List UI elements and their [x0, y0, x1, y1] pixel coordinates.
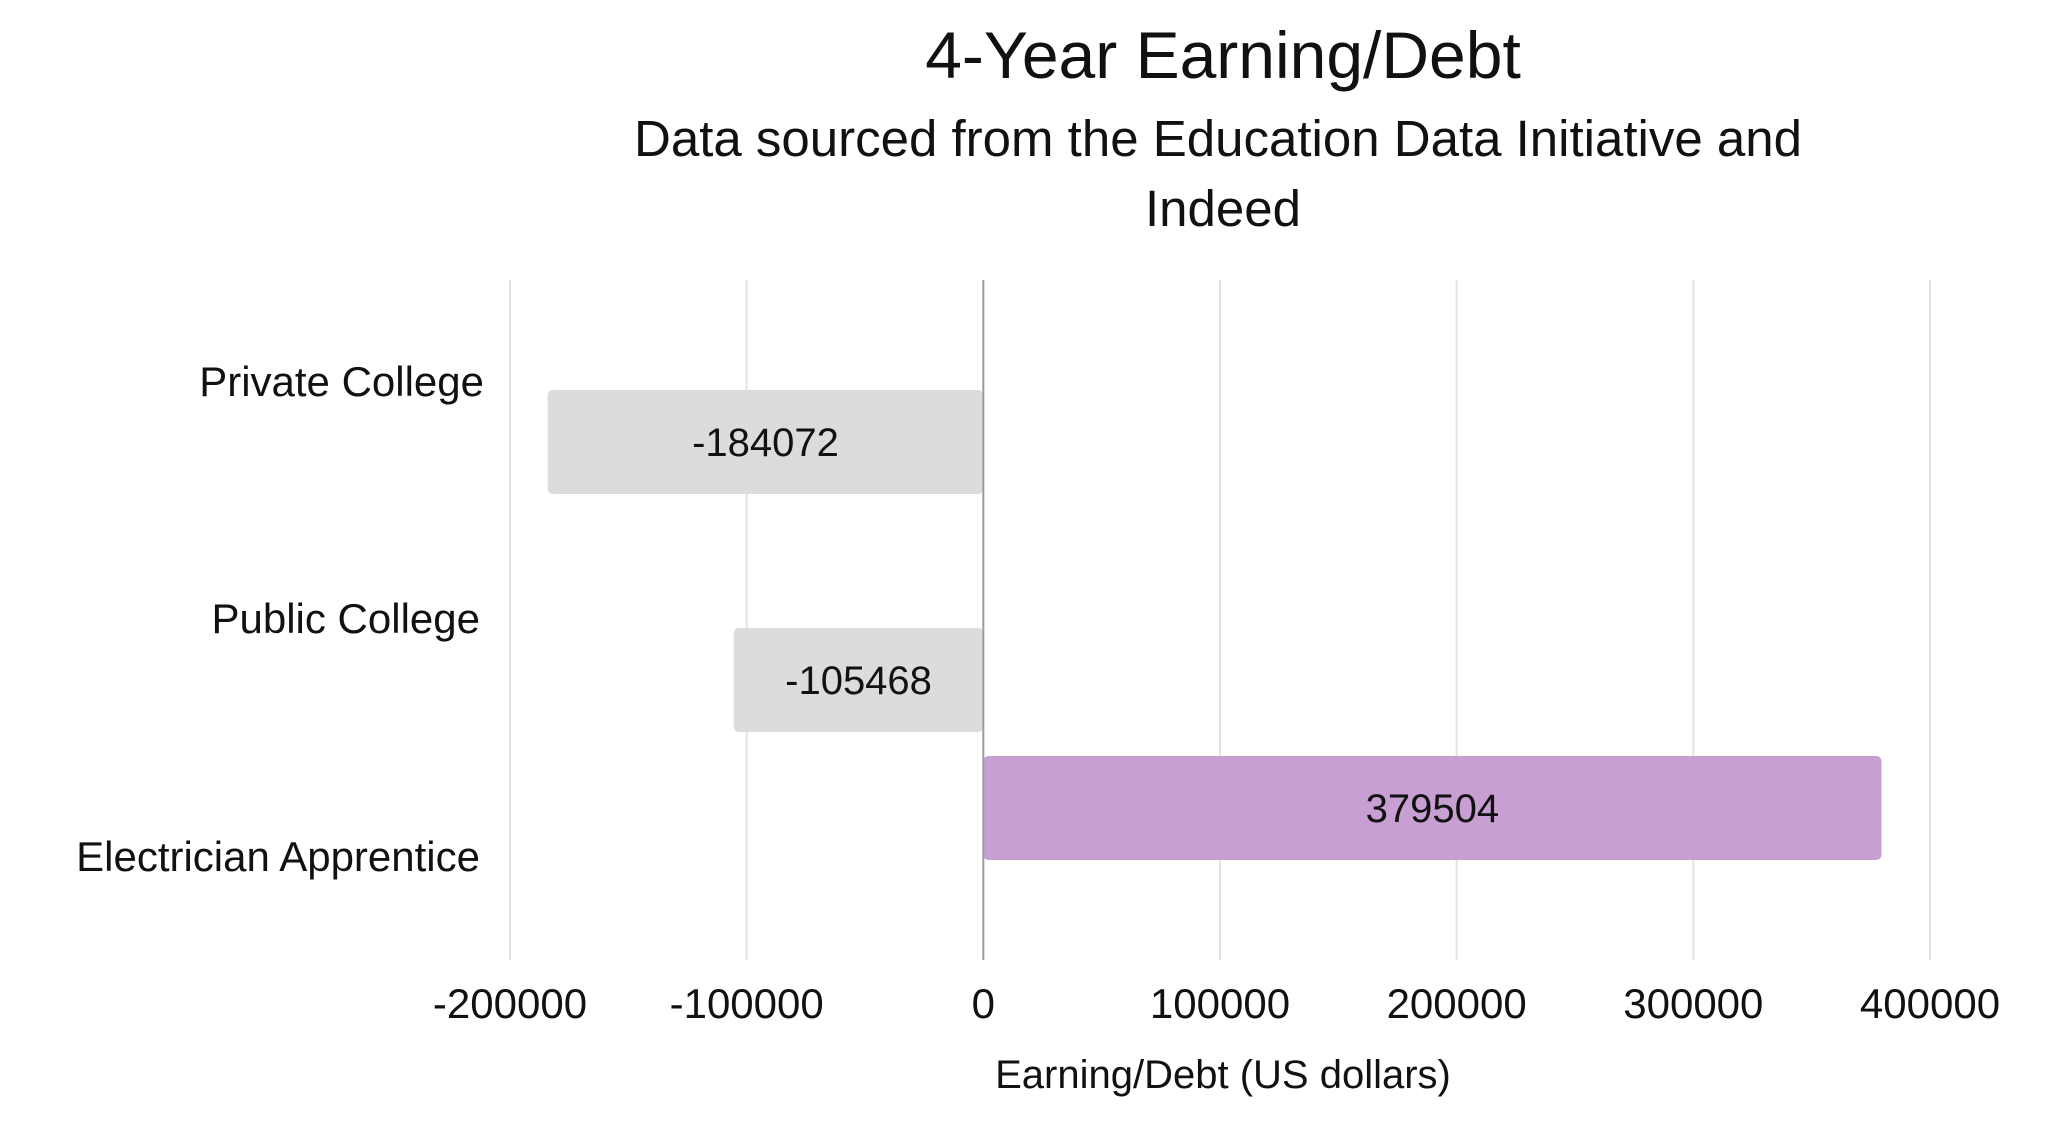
x-axis-title: Earning/Debt (US dollars) — [995, 1053, 1451, 1097]
x-tick-label: -200000 — [433, 980, 587, 1027]
category-label: Public College — [212, 595, 481, 642]
x-tick-label: 300000 — [1623, 980, 1763, 1027]
bar — [547, 390, 984, 494]
x-tick-label: -100000 — [670, 980, 824, 1027]
category-labels: Private College Public College Electrician… — [76, 358, 484, 880]
x-tick-label: 200000 — [1387, 980, 1527, 1027]
bars: -184072 -105468 379504 — [547, 390, 1882, 860]
bar-value-label: 379504 — [1366, 787, 1499, 831]
x-tick-label: 100000 — [1150, 980, 1290, 1027]
bar-value-label: -105468 — [785, 659, 932, 703]
x-tick-labels: -200000 -100000 0 100000 200000 300000 400000 — [433, 980, 2000, 1027]
x-tick-label: 0 — [972, 980, 995, 1027]
chart-subtitle-line-1: Data sourced from the Education Data Ini… — [634, 110, 1802, 167]
chart-subtitle-line-2: Indeed — [1145, 180, 1301, 237]
bar-value-label: -184072 — [692, 421, 839, 465]
bar — [983, 756, 1882, 860]
x-tick-label: 400000 — [1860, 980, 2000, 1027]
chart-title: 4-Year Earning/Debt — [925, 18, 1521, 92]
bar — [733, 628, 984, 732]
category-label: Private College — [199, 358, 484, 405]
category-label: Electrician Apprentice — [76, 833, 480, 880]
